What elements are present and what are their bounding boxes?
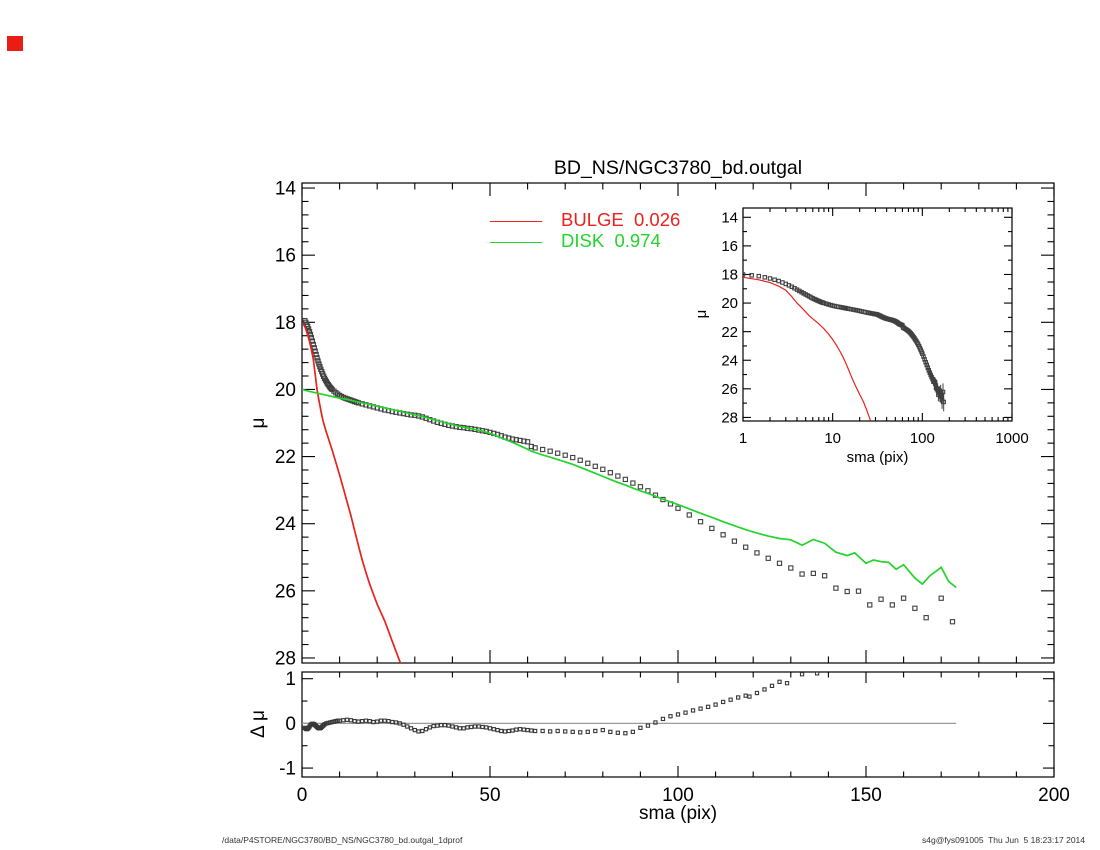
user-host-timestamp: s4g@fys091005 Thu Jun 5 18:23:17 2014: [921, 835, 1085, 845]
output-file-path: /data/P4STORE/NGC3780/BD_NS/NGC3780_bd.o…: [222, 835, 463, 845]
legend-disk-label: DISK 0.974: [561, 230, 661, 251]
y-tick-label: 28: [721, 410, 738, 427]
x-tick-label: 10: [824, 430, 841, 447]
inset-plot: 14 16 18 20 22 24 26 281 10 100 1000 sma (pix) μ: [693, 207, 1029, 466]
series-group: [302, 317, 957, 663]
x-tick-label: 1000: [995, 430, 1028, 447]
series-bulge: [743, 276, 872, 421]
axes-frame: [301, 671, 1055, 778]
y-tick-label: 14: [275, 178, 297, 199]
y-axis-title: μ: [693, 310, 710, 319]
plot-title: BD_NS/NGC3780_bd.outgal: [553, 157, 803, 179]
y-tick-label: -1: [279, 759, 296, 780]
y-tick-label: 18: [275, 313, 296, 334]
series-residual: [302, 672, 820, 736]
legend-bulge-line-swatch: [490, 221, 542, 222]
y-tick-label: 26: [721, 381, 738, 398]
x-tick-label: 200: [1038, 785, 1070, 806]
series-group: [743, 272, 946, 421]
x-axis-title: sma (pix): [847, 449, 909, 466]
y-tick-label: 16: [721, 238, 738, 255]
y-tick-label: 0: [285, 714, 296, 735]
y-tick-label: 16: [275, 246, 296, 267]
y-tick-label: 24: [721, 352, 738, 369]
series-disk: [302, 388, 957, 589]
series-data: [743, 272, 946, 412]
y-tick-label: 24: [275, 514, 297, 535]
x-tick-label: 50: [479, 785, 500, 806]
y-tick-label: 26: [275, 581, 296, 602]
series-data: [302, 317, 956, 625]
x-tick-label: 150: [850, 785, 882, 806]
x-tick-label: 1: [739, 430, 747, 447]
y-axis-title: Δ μ: [248, 710, 269, 738]
legend-disk-line-swatch: [490, 242, 542, 243]
x-tick-label: 0: [297, 785, 308, 806]
axes-frame: [742, 207, 1013, 422]
y-tick-label: 18: [721, 267, 738, 284]
y-tick-label: 1: [285, 669, 296, 690]
axes-frame: [301, 182, 1055, 664]
series-group: [302, 672, 957, 736]
y-tick-label: 22: [721, 324, 738, 341]
legend-bulge-label: BULGE 0.026: [561, 209, 681, 230]
main-plot: 14 16 18 20 22 24 26 28 μ: [248, 178, 1055, 669]
y-tick-label: 28: [275, 648, 296, 669]
red-square-marker: [7, 36, 23, 51]
y-tick-label: 22: [275, 447, 296, 468]
x-axis-title: sma (pix): [639, 803, 717, 824]
y-tick-label: 20: [275, 380, 296, 401]
x-tick-label: 100: [910, 430, 935, 447]
series-bulge: [302, 323, 402, 663]
y-tick-label: 20: [721, 295, 738, 312]
y-tick-label: 14: [721, 209, 738, 226]
y-axis-title: μ: [248, 418, 269, 429]
x-tick-label: 100: [662, 785, 694, 806]
